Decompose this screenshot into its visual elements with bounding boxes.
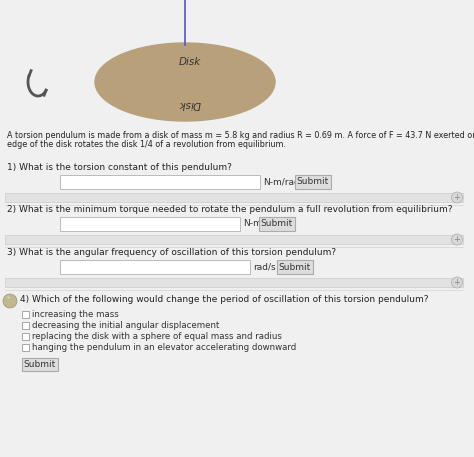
FancyBboxPatch shape <box>295 175 331 189</box>
Text: edge of the disk rotates the disk 1/4 of a revolution from equilibrium.: edge of the disk rotates the disk 1/4 of… <box>7 140 286 149</box>
Text: +: + <box>454 235 460 244</box>
Text: 1) What is the torsion constant of this pendulum?: 1) What is the torsion constant of this … <box>7 163 232 172</box>
Text: A torsion pendulum is made from a disk of mass m = 5.8 kg and radius R = 0.69 m.: A torsion pendulum is made from a disk o… <box>7 131 474 140</box>
Circle shape <box>452 192 463 203</box>
Text: 4) Which of the following would change the period of oscillation of this torsion: 4) Which of the following would change t… <box>20 295 428 304</box>
FancyBboxPatch shape <box>22 358 58 371</box>
Circle shape <box>3 294 17 308</box>
Text: N-m/rad: N-m/rad <box>263 177 300 186</box>
Text: Disk: Disk <box>179 57 201 67</box>
Text: 2) What is the minimum torque needed to rotate the pendulum a full revolution fr: 2) What is the minimum torque needed to … <box>7 205 453 214</box>
FancyBboxPatch shape <box>259 217 295 231</box>
Text: decreasing the initial angular displacement: decreasing the initial angular displacem… <box>32 321 219 330</box>
Text: rad/s: rad/s <box>253 262 275 271</box>
Text: replacing the disk with a sphere of equal mass and radius: replacing the disk with a sphere of equa… <box>32 332 282 341</box>
Text: +: + <box>454 193 460 202</box>
Ellipse shape <box>95 43 275 121</box>
FancyBboxPatch shape <box>60 175 260 189</box>
FancyBboxPatch shape <box>22 311 29 318</box>
FancyBboxPatch shape <box>5 235 463 244</box>
Text: Submit: Submit <box>24 360 56 369</box>
Text: +: + <box>454 278 460 287</box>
Text: Disk: Disk <box>179 99 201 109</box>
Text: Submit: Submit <box>279 262 311 271</box>
Text: 3) What is the angular frequency of oscillation of this torsion pendulum?: 3) What is the angular frequency of osci… <box>7 248 336 257</box>
FancyBboxPatch shape <box>60 217 240 231</box>
Text: Submit: Submit <box>261 219 293 228</box>
Circle shape <box>452 277 463 288</box>
Text: N-m: N-m <box>243 219 262 228</box>
FancyBboxPatch shape <box>22 322 29 329</box>
FancyBboxPatch shape <box>5 193 463 202</box>
Text: increasing the mass: increasing the mass <box>32 310 119 319</box>
FancyBboxPatch shape <box>22 333 29 340</box>
FancyBboxPatch shape <box>5 278 463 287</box>
FancyBboxPatch shape <box>60 260 250 274</box>
FancyBboxPatch shape <box>22 344 29 351</box>
Text: Submit: Submit <box>297 177 329 186</box>
Text: hanging the pendulum in an elevator accelerating downward: hanging the pendulum in an elevator acce… <box>32 343 296 352</box>
Circle shape <box>452 234 463 245</box>
FancyBboxPatch shape <box>277 260 313 274</box>
